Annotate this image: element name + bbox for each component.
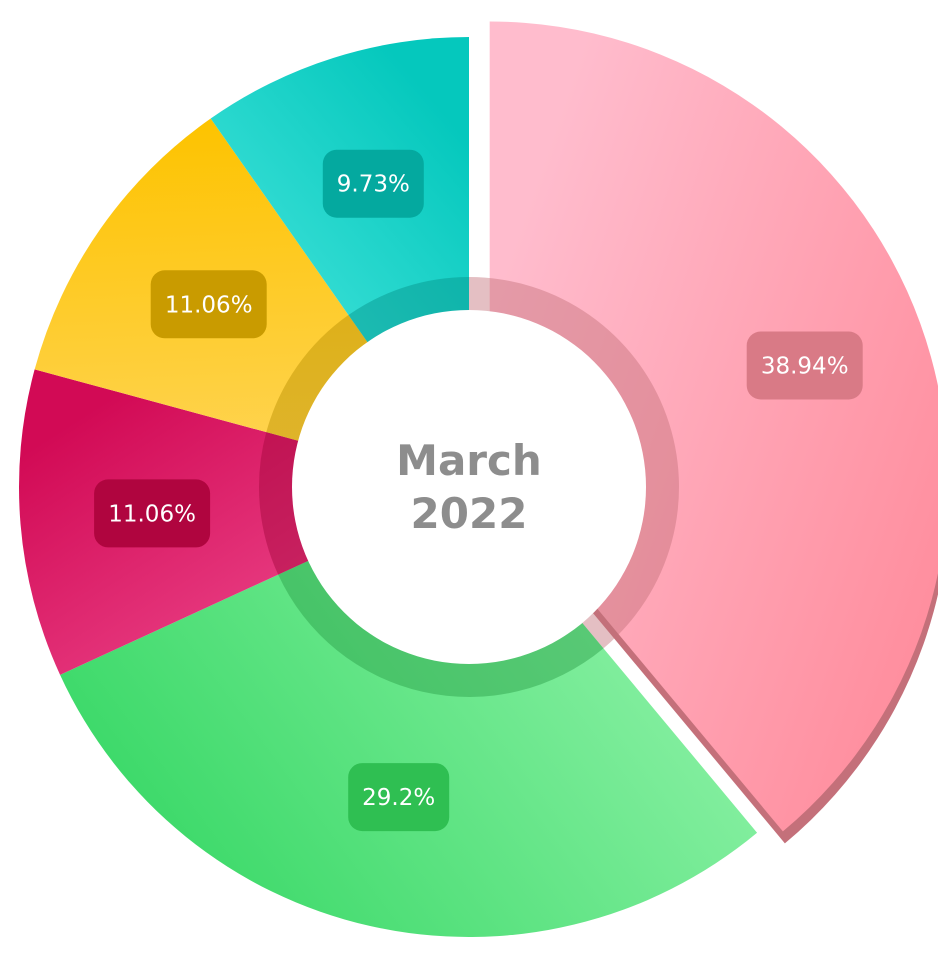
slice-label-badge-4 — [322, 149, 424, 218]
center-label-year: 2022 — [411, 489, 528, 538]
slice-label-2: 11.06% — [108, 501, 196, 527]
pie-slice-2 — [18, 369, 470, 675]
slice-label-4: 9.73% — [337, 172, 410, 198]
slice-label-3: 11.06% — [165, 292, 253, 318]
center-hole — [292, 310, 646, 664]
slice-label-1: 29.2% — [362, 785, 435, 811]
slice-label-badge-0 — [746, 331, 863, 400]
pie-slice-1 — [60, 487, 758, 938]
slice-label-badge-2 — [94, 479, 211, 548]
center-label-month: March — [396, 436, 542, 485]
slice-label-0: 38.94% — [761, 354, 849, 380]
slice-label-badge-3 — [150, 270, 267, 339]
slice-label-badge-1 — [348, 763, 450, 832]
pie-slice-0 — [489, 21, 938, 832]
